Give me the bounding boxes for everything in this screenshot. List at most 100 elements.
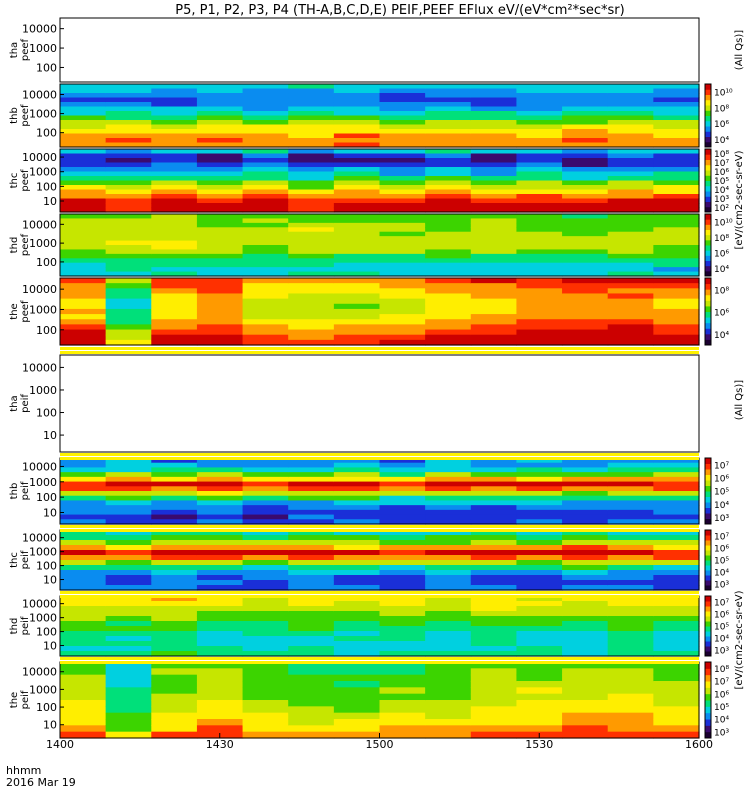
spectrogram-cell [196,133,244,139]
spectrogram-cell [516,519,563,525]
colorbar-segment [705,289,711,296]
spectrogram-cell [562,540,609,546]
spectrogram-cell [242,719,289,726]
spectrogram-cell [562,334,609,341]
spectrogram-cell [516,308,563,315]
spectrogram-cell [105,662,152,669]
spectrogram-cell [562,189,609,195]
spectrogram-cell [242,681,289,688]
spectrogram-cell [425,303,472,310]
spectrogram-cell [151,626,198,632]
spectrogram-cell [105,203,152,209]
spectrogram-cell [196,106,244,112]
spectrogram-cell [333,162,381,168]
spectrogram-cell [379,214,426,220]
spectrogram-cell [470,194,518,200]
spectrogram-cell [242,245,289,251]
spectrogram-cell [379,249,426,255]
colorbar-tick-label: 10⁴ [714,635,729,645]
spectrogram-cell [607,180,654,186]
spectrogram-cell [470,626,518,632]
spectrogram-cell [470,565,518,571]
spectrogram-cell [516,271,563,277]
spectrogram-cell [562,185,609,191]
spectrogram-cell [379,231,426,237]
spectrogram-cell [105,535,152,541]
spectrogram-cell [607,207,654,213]
spectrogram-cell [470,641,518,647]
spectrogram-cell [151,319,198,325]
spectrogram-cell [516,198,563,204]
spectrogram-cell [379,491,426,497]
colorbar-segment [705,234,711,241]
spectrogram-cell [333,668,381,676]
spectrogram-cell [562,472,609,478]
spectrogram-cell [196,271,244,277]
spectrogram-cell [653,231,700,237]
spectrogram-cell [653,314,700,320]
spectrogram-cell [653,194,700,200]
y-axis-label: the [9,692,20,708]
spectrogram-cell [516,565,563,571]
spectrogram-cell [151,636,198,642]
spectrogram-cell [653,222,700,228]
spectrogram-cell [196,621,244,627]
colorbar-segment [705,206,711,213]
spectrogram-cell [105,616,152,622]
spectrogram-cell [242,467,289,473]
colorbar-segment [705,305,711,312]
spectrogram-cell [562,258,609,264]
spectrogram-cell [562,227,609,233]
colorbar-segment [705,154,711,160]
spectrogram-cell [105,324,152,331]
spectrogram-cell [105,555,152,561]
spectrogram-cell [607,308,654,315]
spectrogram-cell [242,194,289,200]
spectrogram-cell [151,481,198,487]
spectrogram-cell [288,731,335,739]
spectrogram-cell [242,314,289,320]
spectrogram-cell [60,245,107,251]
spectrogram-cell [425,530,472,536]
spectrogram-cell [60,606,107,612]
spectrogram-cell [425,719,472,726]
y-tick-label: 10 [43,640,57,653]
spectrogram-cell [470,149,518,155]
spectrogram-cell [196,167,244,173]
spectrogram-cell [151,102,198,108]
spectrogram-cell [105,111,152,117]
spectrogram-cell [60,467,107,473]
spectrogram-cell [379,693,426,701]
colorbar-segment [705,693,711,701]
spectrogram-cell [333,514,381,520]
spectrogram-cell [151,124,198,130]
spectrogram-cell [379,462,426,469]
spectrogram-cell [653,319,700,325]
spectrogram-cell [470,545,518,551]
spectrogram-cell [288,491,335,497]
spectrogram-cell [470,153,518,159]
spectrogram-cell [105,120,152,126]
spectrogram-cell [607,218,654,224]
spectrogram-cell [562,545,609,551]
spectrogram-cell [516,712,563,720]
spectrogram-cell [653,227,700,233]
spectrogram-cell [516,575,563,581]
spectrogram-cell [242,129,289,135]
spectrogram-cell [470,245,518,251]
spectrogram-cell [516,560,563,566]
spectrogram-cell [562,596,609,602]
y-axis-label: peif [20,690,31,709]
spectrogram-cell [196,162,244,168]
spectrogram-cell [470,138,518,144]
spectrogram-cell [151,606,198,612]
spectrogram-cell [196,240,244,246]
spectrogram-cell [607,298,654,305]
spectrogram-cell [196,231,244,237]
spectrogram-cell [607,222,654,228]
y-tick-label: 1000 [29,108,57,121]
spectrogram-cell [333,231,381,237]
spectrogram-cell [425,486,472,492]
spectrogram-cell [470,712,518,720]
spectrogram-cell [425,535,472,541]
